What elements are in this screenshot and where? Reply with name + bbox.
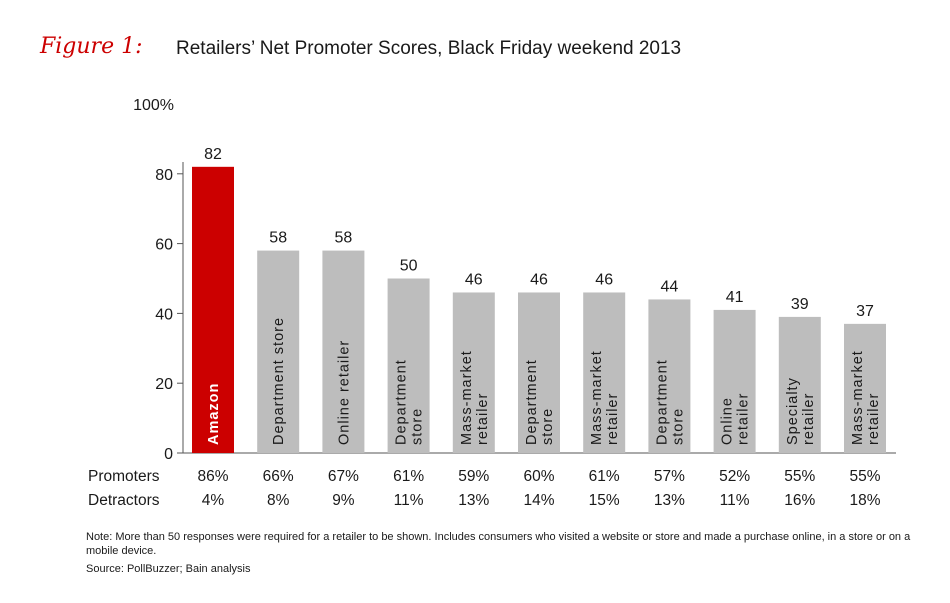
row-value: 8% [267, 492, 290, 509]
category-label: Mass-market retailer [850, 350, 882, 445]
category-label-line: retailer [866, 393, 882, 445]
bar-value-label: 46 [595, 271, 613, 288]
bar [192, 166, 234, 453]
row-value: 14% [523, 492, 554, 509]
row-value: 11% [394, 492, 424, 509]
y-tick-label: 60 [155, 237, 173, 254]
row-value: 59% [458, 468, 489, 485]
bar [844, 323, 886, 453]
row-value: 57% [654, 468, 685, 485]
category-label-line: retailer [475, 393, 491, 445]
category-label: Mass-market retailer [589, 350, 621, 445]
row-value: 11% [720, 492, 750, 509]
row-value: 60% [523, 468, 554, 485]
category-label: Department store [524, 359, 556, 445]
category-label-line: retailer [605, 393, 621, 445]
category-label-line: retailer [801, 393, 817, 445]
category-label: Online retailer [720, 393, 752, 445]
category-label-line: Online retailer [336, 340, 352, 445]
bar-value-label: 46 [530, 271, 548, 288]
category-label: Department store [271, 317, 287, 445]
row-value: 13% [458, 492, 489, 509]
row-value: 61% [589, 468, 620, 485]
row-value: 55% [784, 468, 815, 485]
row-value: 67% [328, 468, 359, 485]
bar-value-label: 82 [204, 146, 222, 163]
chart-source: Source: PollBuzzer; Bain analysis [86, 563, 251, 575]
category-label: Department store [654, 359, 686, 445]
category-label-line: store [540, 408, 556, 445]
y-tick-label: 0 [164, 446, 173, 463]
category-label-line: Online [720, 397, 736, 445]
category-label-line: store [410, 408, 426, 445]
row-value: 9% [332, 492, 355, 509]
row-value: 55% [849, 468, 880, 485]
row-value: 15% [589, 492, 620, 509]
bar-value-label: 44 [661, 278, 679, 295]
bar-value-label: 39 [791, 296, 809, 313]
row-value: 66% [263, 468, 294, 485]
bar-value-label: 41 [726, 289, 744, 306]
bar [257, 250, 300, 453]
bar-value-label: 58 [269, 230, 287, 247]
row-value: 16% [784, 492, 815, 509]
category-label: Department store [394, 359, 426, 445]
bar-value-label: 37 [856, 303, 874, 320]
bar [648, 299, 691, 453]
category-label: Mass-market retailer [459, 350, 491, 445]
row-value: 61% [393, 468, 424, 485]
bar-value-label: 46 [465, 271, 483, 288]
category-label-line: Specialty [785, 377, 801, 445]
category-label-line: store [670, 408, 686, 445]
bar [583, 292, 626, 453]
category-label-line: Mass-market [459, 350, 475, 445]
bar [778, 316, 821, 453]
category-label: Online retailer [336, 340, 352, 445]
category-label-line: Department [524, 359, 540, 445]
y-tick-label: 20 [155, 376, 173, 393]
y-tick-label: 40 [155, 306, 173, 323]
category-label-line: Mass-market [850, 350, 866, 445]
figure-label: Figure 1: [40, 34, 143, 59]
category-label-line: Department [654, 359, 670, 445]
row-value: 18% [849, 492, 880, 509]
row-label: Promoters [88, 468, 160, 485]
row-value: 13% [654, 492, 685, 509]
category-label-line: Department store [271, 317, 287, 445]
bar [713, 309, 756, 453]
bar-value-label: 50 [400, 258, 418, 275]
chart-note: Note: More than 50 responses were requir… [86, 531, 911, 557]
category-label-line: Mass-market [589, 350, 605, 445]
chart-title: Retailers’ Net Promoter Scores, Black Fr… [176, 38, 682, 59]
bar-value-label: 58 [335, 230, 353, 247]
category-label: Amazon [206, 383, 222, 445]
bar [452, 292, 495, 453]
bar [322, 250, 365, 453]
row-value: 4% [202, 492, 225, 509]
y-tick-label: 100% [133, 97, 174, 114]
row-value: 86% [197, 468, 228, 485]
category-label-line: retailer [736, 393, 752, 445]
category-label: Specialty retailer [785, 377, 817, 445]
y-tick-label: 80 [155, 167, 173, 184]
bar [387, 278, 430, 453]
category-label-line: Department [394, 359, 410, 445]
bar [518, 292, 560, 453]
category-label-line: Amazon [206, 383, 222, 445]
row-value: 52% [719, 468, 750, 485]
row-label: Detractors [88, 492, 160, 509]
